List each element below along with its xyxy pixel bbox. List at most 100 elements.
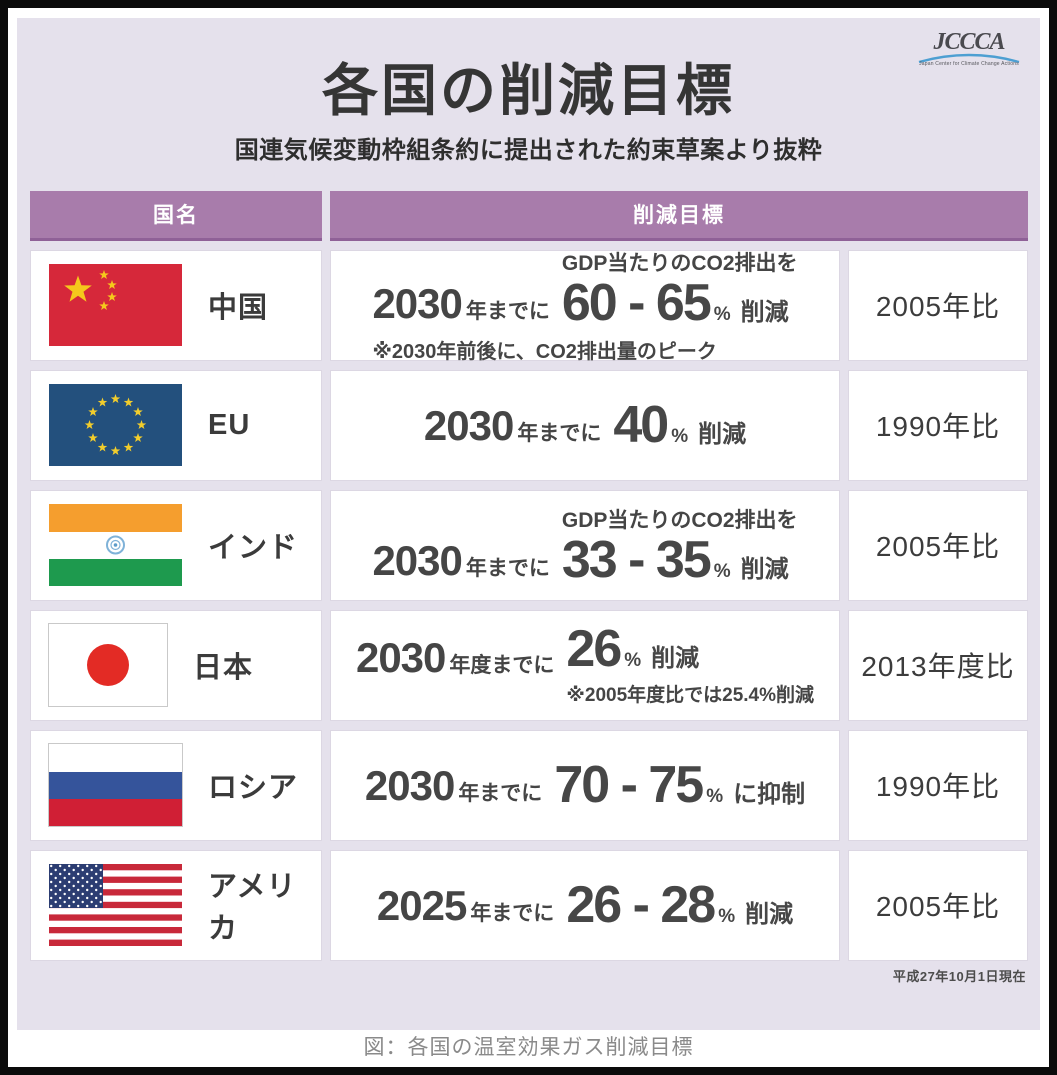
target-main-line: 2025 年までに 26 - 28% 削減 [377, 879, 793, 931]
target-year: 2030 年までに [424, 405, 601, 451]
target-year: 2030 年までに [372, 540, 549, 586]
target-year-suffix: 年度までに [449, 654, 555, 678]
target-value-line: 33 - 35% 削減 [562, 534, 789, 586]
page-title: 各国の削減目標 [322, 59, 735, 122]
table-row-eu-country-cell: EU [30, 369, 322, 481]
baseline-year: 2005年比 [875, 291, 1001, 323]
target-year: 2025 年までに [377, 885, 554, 931]
target-content: 2030 年までに GDP当たりのCO2排出を 60 - 65% 削減 ※2030年… [372, 247, 797, 364]
jccca-logo-text: JCCCA [933, 29, 1005, 55]
target-value: 26 [566, 620, 622, 679]
target-footnote: ※2030年前後に、CO2排出量のピーク [372, 340, 717, 363]
india-flag-icon [49, 504, 182, 587]
table-row-usa-country-cell: アメリカ [30, 849, 322, 961]
target-unit: % [706, 786, 724, 808]
page-subtitle: 国連気候変動枠組条約に提出された約束草案より抜粋 [234, 136, 823, 164]
target-content: 2030 年までに 70 - 75% に抑制 [365, 759, 805, 811]
table-row-japan-baseline-cell: 2013年度比 [848, 609, 1028, 721]
baseline-year: 1990年比 [875, 771, 1001, 803]
table-row-eu-baseline-cell: 1990年比 [848, 369, 1028, 481]
target-year-number: 2030 [364, 762, 455, 810]
target-action: に抑制 [733, 781, 806, 809]
jccca-logo-tagline: Japan Center for Climate Change Actions [919, 61, 1019, 67]
table-row-usa-target-cell: 2025 年までに 26 - 28% 削減 [330, 849, 840, 961]
target-main-line: 2030 年度までに 26% 削減 ※2005年度比では25.4%削減 [356, 623, 814, 707]
table-row-india-target-cell: 2030 年までに GDP当たりのCO2排出を 33 - 35% 削減 [330, 489, 840, 601]
table-row-china-country-cell: 中国 [30, 249, 322, 361]
target-year-number: 2025 [376, 882, 467, 930]
column-header-target: 削減目標 [330, 190, 1028, 241]
china-flag-icon [49, 264, 182, 347]
target-year-number: 2030 [372, 537, 462, 585]
target-value: 26 - 28 [566, 876, 716, 935]
target-year-suffix: 年までに [465, 299, 550, 323]
target-unit: % [713, 303, 731, 325]
target-value-line: 26% 削減 [566, 623, 699, 675]
table-row-japan-country-cell: 日本 [30, 609, 322, 721]
table-row-russia-baseline-cell: 1990年比 [848, 729, 1028, 841]
target-value-block: GDP当たりのCO2排出を 60 - 65% 削減 [562, 247, 798, 329]
country-name: 日本 [193, 652, 254, 685]
baseline-year: 2005年比 [875, 531, 1001, 563]
baseline-year: 1990年比 [875, 411, 1001, 443]
target-action: 削減 [740, 298, 789, 326]
country-name: インド [208, 532, 299, 565]
eu-flag-icon [49, 384, 182, 467]
target-value-block: 26% 削減 ※2005年度比では25.4%削減 [566, 623, 814, 707]
target-content: 2025 年までに 26 - 28% 削減 [377, 879, 793, 931]
target-year-suffix: 年までに [470, 902, 555, 926]
target-year-number: 2030 [372, 279, 462, 327]
target-year: 2030 年までに [365, 765, 542, 811]
targets-table: 国名 削減目標 中国 [30, 190, 1030, 961]
target-action: 削減 [740, 556, 789, 584]
target-content: 2030 年までに GDP当たりのCO2排出を 33 - 35% 削減 [372, 504, 797, 586]
target-main-line: 2030 年までに GDP当たりのCO2排出を 33 - 35% 削減 [372, 504, 797, 586]
target-value: 70 - 75 [554, 756, 704, 815]
target-year: 2030 年度までに [356, 637, 554, 707]
table-row-china-baseline-cell: 2005年比 [848, 249, 1028, 361]
target-unit: % [671, 426, 689, 448]
table-row-russia-country-cell: ロシア [30, 729, 322, 841]
target-value-line: 40% 削減 [613, 399, 746, 451]
country-name: EU [208, 408, 251, 441]
target-main-line: 2030 年までに 40% 削減 [424, 399, 746, 451]
table-row-india-baseline-cell: 2005年比 [848, 489, 1028, 601]
target-value: 40 [613, 396, 669, 455]
country-name: アメリカ [208, 871, 297, 946]
target-unit: % [713, 561, 731, 583]
target-value-block: GDP当たりのCO2排出を 33 - 35% 削減 [562, 504, 798, 586]
target-footnote: ※2005年度比では25.4%削減 [566, 685, 815, 707]
target-main-line: 2030 年までに 70 - 75% に抑制 [365, 759, 805, 811]
target-action: 削減 [651, 645, 700, 673]
target-value-line: 70 - 75% に抑制 [554, 759, 805, 811]
target-action: 削減 [745, 901, 794, 929]
target-year-suffix: 年までに [517, 422, 602, 446]
jccca-logo: JCCCA Japan Center for Climate Change Ac… [914, 30, 1024, 67]
target-action: 削減 [698, 421, 747, 449]
lavender-panel: JCCCA Japan Center for Climate Change Ac… [17, 18, 1040, 1030]
target-year-suffix: 年までに [465, 557, 550, 581]
country-name: 中国 [208, 292, 269, 325]
target-precondition: GDP当たりのCO2排出を [561, 509, 798, 533]
target-year-number: 2030 [355, 634, 446, 682]
target-value-line: 60 - 65% 削減 [562, 277, 789, 329]
target-value-line: 26 - 28% 削減 [566, 879, 793, 931]
table-row-india-country-cell: インド [30, 489, 322, 601]
target-year-suffix: 年までに [458, 782, 543, 806]
as-of-date: 平成27年10月1日現在 [892, 968, 1026, 984]
target-precondition: GDP当たりのCO2排出を [561, 251, 798, 275]
table-row-russia-target-cell: 2030 年までに 70 - 75% に抑制 [330, 729, 840, 841]
target-main-line: 2030 年までに GDP当たりのCO2排出を 60 - 65% 削減 [372, 247, 797, 329]
target-content: 2030 年までに 40% 削減 [424, 399, 746, 451]
japan-flag-icon [48, 623, 168, 708]
table-row-china-target-cell: 2030 年までに GDP当たりのCO2排出を 60 - 65% 削減 ※2030年… [330, 247, 840, 364]
baseline-year: 2013年度比 [861, 651, 1015, 683]
target-value: 33 - 35 [561, 531, 712, 590]
russia-flag-icon [48, 743, 183, 828]
figure-caption: 図：各国の温室効果ガス削減目標 [363, 1036, 694, 1059]
table-row-eu-target-cell: 2030 年までに 40% 削減 [330, 369, 840, 481]
target-year-number: 2030 [423, 402, 514, 450]
table-row-usa-baseline-cell: 2005年比 [848, 849, 1028, 961]
baseline-year: 2005年比 [875, 891, 1001, 923]
